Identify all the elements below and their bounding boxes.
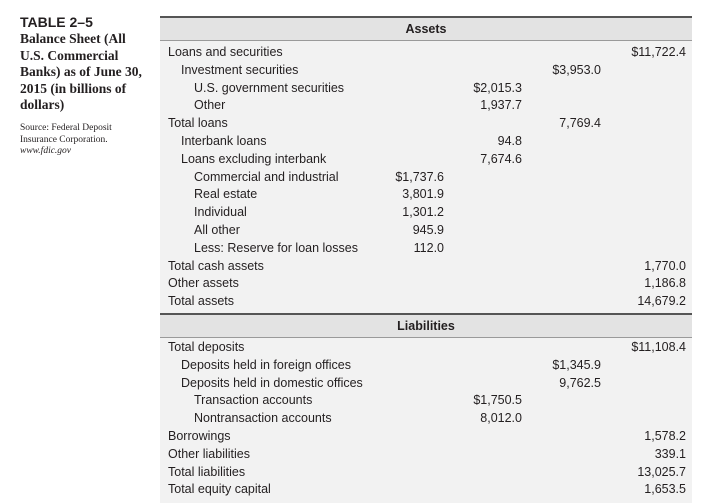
source-note: Source: Federal Deposit Insurance Corpor… xyxy=(20,123,112,145)
row-value: 112.0 xyxy=(413,240,444,255)
row-value: 3,801.9 xyxy=(402,187,444,202)
table-panel xyxy=(160,18,692,315)
row-value: 1,186.8 xyxy=(644,276,686,291)
row-value: $1,750.5 xyxy=(473,393,522,408)
row-label: Borrowings xyxy=(168,429,231,443)
heading-rule xyxy=(160,40,692,41)
row-value: 94.8 xyxy=(497,134,522,148)
row-value: 9,762.5 xyxy=(559,375,601,390)
row-label: Transaction accounts xyxy=(194,393,313,408)
row-label: Real estate xyxy=(194,187,258,202)
row-value: $11,722.4 xyxy=(631,45,686,59)
heading-rule xyxy=(160,337,692,338)
row-value: 945.9 xyxy=(412,223,444,237)
row-label: Loans and securities xyxy=(168,45,283,59)
row-label: Total deposits xyxy=(168,340,245,354)
row-value: 7,674.6 xyxy=(480,151,522,166)
row-label: Other liabilities xyxy=(168,446,250,461)
row-label: Total equity capital xyxy=(168,482,271,497)
row-label: Total liabilities xyxy=(168,464,246,479)
row-value: 339.1 xyxy=(654,446,686,461)
row-value: $2,015.3 xyxy=(473,80,522,95)
row-label: Other xyxy=(194,98,226,113)
row-value: 1,578.2 xyxy=(644,429,686,443)
row-label: Total assets xyxy=(168,294,235,309)
row-label: All other xyxy=(194,223,240,237)
row-value: $1,737.6 xyxy=(395,169,444,184)
row-label: Deposits held in domestic offices xyxy=(181,375,363,390)
row-label: Interbank loans xyxy=(181,134,267,148)
row-value: 14,679.2 xyxy=(637,294,686,309)
row-label: Less: Reserve for loan losses xyxy=(194,240,358,255)
row-value: 13,025.7 xyxy=(637,464,686,479)
row-label: Loans excluding interbank xyxy=(181,151,327,166)
row-label: Total cash assets xyxy=(168,258,264,273)
top-rule xyxy=(160,16,692,18)
row-label: Investment securities xyxy=(181,62,299,77)
section-heading: Liabilities xyxy=(160,315,692,337)
source-url: www.fdic.gov xyxy=(20,146,72,156)
table-panel xyxy=(160,315,692,504)
row-label: U.S. government securities xyxy=(194,80,345,95)
row-value: $1,345.9 xyxy=(552,357,601,372)
row-value: 1,770.0 xyxy=(644,258,686,273)
row-label: Individual xyxy=(194,205,247,220)
table-label: TABLE 2–5 xyxy=(20,14,93,30)
row-value: $3,953.0 xyxy=(552,62,601,77)
row-label: Deposits held in foreign offices xyxy=(181,357,352,372)
row-value: 7,769.4 xyxy=(559,116,601,131)
section-heading: Assets xyxy=(160,18,692,40)
row-value: 1,937.7 xyxy=(480,98,522,113)
row-label: Commercial and industrial xyxy=(194,169,339,184)
top-rule xyxy=(160,313,692,315)
row-label: Total loans xyxy=(168,116,228,131)
row-value: 1,301.2 xyxy=(402,205,444,220)
row-value: $11,108.4 xyxy=(631,340,686,354)
row-label: Nontransaction accounts xyxy=(194,411,332,426)
table-title: Balance Sheet (All U.S. Commercial Banks… xyxy=(20,31,142,112)
row-value: 8,012.0 xyxy=(480,411,522,426)
row-label: Other assets xyxy=(168,276,239,291)
row-value: 1,653.5 xyxy=(644,482,686,497)
